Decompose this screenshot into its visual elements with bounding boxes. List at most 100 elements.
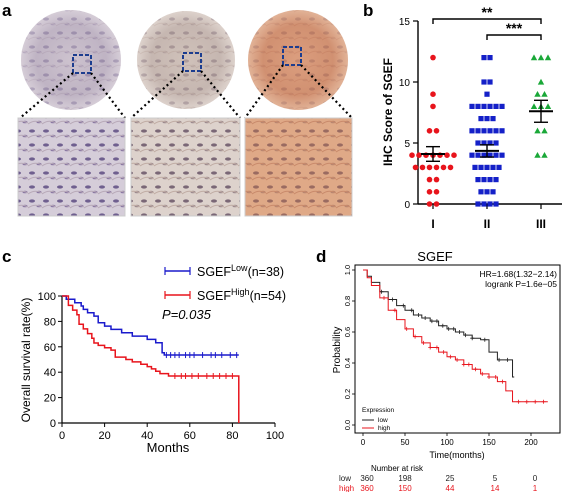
- data-point-circle: [426, 176, 433, 183]
- censor-mark: [392, 308, 397, 313]
- data-point-square: [493, 103, 499, 109]
- x-tick-label: III: [536, 217, 546, 231]
- panel-c-ylabel: Overall survival rate(%): [19, 298, 33, 423]
- panel-d-legend-title: Expression: [362, 407, 395, 414]
- panel-c-legend: SGEFLow(n=38) SGEFHigh(n=54): [164, 263, 286, 303]
- censor-mark: [493, 374, 498, 379]
- data-point-square: [490, 189, 496, 195]
- x-tick-label: 150: [482, 438, 496, 447]
- censor-mark: [500, 379, 505, 384]
- risk-value-low: 360: [360, 474, 374, 483]
- data-point-square: [475, 128, 481, 134]
- data-point-circle: [426, 189, 433, 195]
- data-point-triangle: [534, 91, 541, 97]
- data-point-square: [475, 103, 481, 109]
- data-point-square: [481, 103, 487, 109]
- data-point-square: [487, 152, 493, 158]
- data-point-square: [475, 140, 481, 146]
- data-point-circle: [426, 164, 433, 171]
- y-tick-label: 0: [404, 200, 410, 211]
- data-point-square: [487, 55, 493, 61]
- panel-label-d: d: [316, 247, 326, 266]
- censor-mark: [463, 333, 468, 338]
- x-tick-label: 80: [226, 430, 238, 442]
- data-point-square: [490, 164, 496, 170]
- data-point-square: [481, 128, 487, 134]
- risk-value-low: 5: [493, 474, 498, 483]
- censor-mark: [401, 303, 406, 308]
- x-tick-label: 0: [361, 438, 366, 447]
- data-point-square: [469, 152, 475, 158]
- panel-d-legend-high: high: [378, 425, 391, 432]
- censor-mark: [533, 399, 538, 404]
- data-point-circle: [433, 201, 440, 207]
- panel-d-xlabel: Time(months): [429, 450, 484, 460]
- data-point-circle: [419, 164, 426, 171]
- panel-b-mean-sem: [421, 99, 553, 163]
- y-tick-label: 20: [44, 393, 56, 405]
- data-point-square: [481, 201, 487, 207]
- censor-mark: [482, 337, 487, 342]
- data-point-triangle: [541, 152, 548, 158]
- censor-mark: [497, 357, 502, 362]
- risk-row-low-label: low: [339, 474, 351, 483]
- risk-value-high: 150: [398, 484, 412, 492]
- data-point-circle: [444, 152, 450, 158]
- data-point-circle: [426, 201, 433, 207]
- y-tick-label: 0.4: [343, 358, 352, 368]
- panel-b-xticks: I II III: [431, 204, 546, 231]
- censor-mark: [524, 399, 529, 404]
- data-point-square: [481, 79, 487, 85]
- y-tick-label: 0: [50, 418, 56, 430]
- km-curve-high: [363, 269, 548, 403]
- data-point-square: [487, 201, 493, 207]
- panel-c-chart: Overall survival rate(%) Months 0 20 40 60 8…: [19, 263, 286, 455]
- x-tick-label: 200: [524, 438, 538, 447]
- panel-d-curves: [363, 269, 548, 404]
- panel-c-xlabel: Months: [147, 440, 190, 455]
- data-point-square: [472, 164, 478, 170]
- x-tick-label: 100: [440, 438, 454, 447]
- data-point-square: [493, 152, 499, 158]
- y-tick-label: 60: [44, 342, 56, 354]
- censor-mark: [404, 326, 409, 331]
- panel-d-xticks: 0 50 100 150 200: [361, 433, 538, 447]
- censor-mark: [429, 319, 434, 324]
- data-point-square: [487, 79, 493, 85]
- y-tick-label: 0.0: [343, 420, 352, 430]
- panel-c-pvalue: P=0.035: [162, 307, 212, 322]
- data-point-triangle: [544, 103, 552, 109]
- panel-a-micrographs: [17, 10, 353, 217]
- censor-mark: [487, 374, 491, 379]
- panel-d-yticks: 0.0 0.2 0.4 0.6 0.8 1.0: [343, 265, 355, 430]
- risk-value-high: 1: [533, 484, 538, 492]
- data-point-square: [499, 128, 505, 134]
- data-point-triangle: [541, 127, 548, 134]
- x-tick-label: 50: [401, 438, 410, 447]
- panel-label-b: b: [363, 1, 373, 20]
- censor-mark: [409, 308, 414, 313]
- data-point-triangle: [537, 78, 545, 85]
- data-point-square: [481, 152, 487, 158]
- censor-mark: [421, 340, 426, 345]
- zoom-image-3: [244, 117, 353, 217]
- data-point-square: [469, 128, 475, 134]
- significance-label-2: ***: [506, 20, 523, 36]
- censor-mark: [455, 357, 460, 362]
- censor-mark: [441, 350, 446, 355]
- risk-row-high-label: high: [339, 484, 354, 492]
- censor-mark: [466, 362, 471, 367]
- data-point-square: [496, 164, 502, 170]
- risk-table-values: 360 198 25 5 0 360 150 44 14 1: [360, 474, 537, 492]
- data-point-square: [475, 152, 481, 158]
- risk-value-low: 0: [533, 474, 538, 483]
- legend-high-label: SGEFHigh(n=54): [197, 287, 286, 303]
- panel-d-legend-low: low: [378, 417, 388, 424]
- data-point-circle: [433, 176, 440, 183]
- censor-mark: [434, 319, 439, 324]
- censor-mark: [413, 334, 418, 339]
- data-point-triangle: [544, 54, 552, 61]
- panel-d-legend: Expression low high: [362, 407, 395, 432]
- data-point-square: [481, 55, 487, 61]
